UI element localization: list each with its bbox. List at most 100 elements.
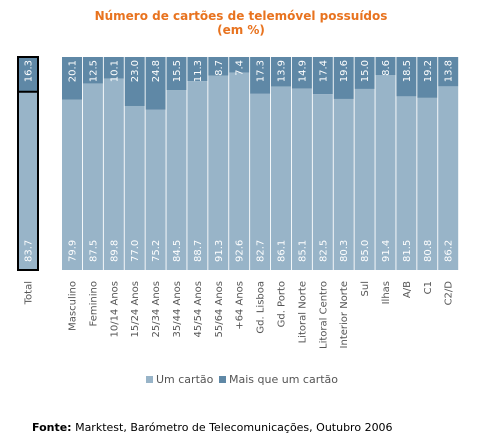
bar-um-cart-o-feminino: [82, 83, 103, 270]
bar-mais-que-um-cart-o-15-24-anos: [124, 57, 145, 106]
category-label-gd-lisboa: Gd. Lisboa: [256, 281, 267, 334]
bar-mais-que-um-cart-o-gd-lisboa: [250, 57, 271, 94]
data-label-um-cart-o-litoral-norte: 85.1: [297, 240, 308, 262]
category-label-gd-porto: Gd. Porto: [277, 281, 288, 327]
data-label-um-cart-o-total: 83.7: [24, 240, 35, 262]
bar-um-cart-o-gd-lisboa: [250, 93, 271, 270]
bar-mais-que-um-cart-o-interior-norte: [333, 57, 354, 99]
data-label-um-cart-o-ilhas: 91.4: [381, 240, 392, 262]
bar-um-cart-o-c2-d: [438, 86, 459, 270]
category-label-feminino: Feminino: [88, 281, 99, 326]
bar-um-cart-o-25-34-anos: [145, 109, 166, 270]
category-label-masculino: Masculino: [68, 281, 79, 331]
bar-um-cart-o-a-b: [396, 96, 417, 270]
bar-mais-que-um-cart-o-litoral-centro: [312, 57, 333, 95]
bar-um-cart-o-ilhas: [375, 75, 396, 271]
data-label-um-cart-o-c2-d: 86.2: [444, 240, 455, 262]
data-label-mais-que-um-cart-o-feminino: 12.5: [88, 60, 99, 82]
data-label-mais-que-um-cart-o-gd-lisboa: 17.3: [256, 60, 267, 82]
data-label-um-cart-o-10-14-anos: 89.8: [109, 240, 120, 262]
bar-um-cart-o-gd-porto: [271, 86, 291, 271]
data-label-um-cart-o-55-64-anos: 91.3: [214, 240, 225, 262]
data-label-um-cart-o-25-34-anos: 75.2: [151, 240, 162, 262]
bar-mais-que-um-cart-o-sul: [354, 57, 375, 89]
data-label-mais-que-um-cart-o-masculino: 20.1: [68, 60, 79, 82]
data-label-mais-que-um-cart-o-total: 16.3: [24, 60, 35, 82]
category-label-c2-d: C2/D: [444, 281, 455, 306]
bar-mais-que-um-cart-o-litoral-norte: [291, 57, 312, 89]
source-footer: Fonte: Marktest, Barómetro de Telecomuni…: [32, 421, 393, 434]
bar-mais-que-um-cart-o-10-14-anos: [103, 57, 124, 79]
bar-mais-que-um-cart-o-masculino: [62, 57, 82, 100]
data-label-um-cart-o-15-24-anos: 77.0: [130, 240, 141, 262]
bar-um-cart-o-10-14-anos: [103, 78, 124, 270]
bar-mais-que-um-cart-o-64-anos: [229, 57, 250, 73]
data-label-mais-que-um-cart-o-litoral-centro: 17.4: [318, 60, 329, 82]
chart-subtitle: (em %): [217, 23, 265, 37]
data-label-mais-que-um-cart-o-c1: 19.2: [423, 60, 434, 82]
bar-mais-que-um-cart-o-25-34-anos: [145, 57, 166, 110]
data-label-um-cart-o-35-44-anos: 84.5: [172, 240, 183, 262]
legend-swatch-mais-que-um-cart-o: [219, 376, 226, 383]
category-label-15-24-anos: 15/24 Anos: [130, 281, 141, 338]
bar-um-cart-o-55-64-anos: [208, 75, 229, 270]
data-label-mais-que-um-cart-o-sul: 15.0: [360, 60, 371, 82]
data-label-mais-que-um-cart-o-45-54-anos: 11.3: [193, 60, 204, 82]
bar-um-cart-o-masculino: [62, 99, 82, 270]
category-label-litoral-norte: Litoral Norte: [297, 281, 308, 343]
legend-label-um-cart-o: Um cartão: [156, 373, 214, 386]
data-label-mais-que-um-cart-o-c2-d: 13.8: [444, 60, 455, 82]
data-label-um-cart-o-litoral-centro: 82.5: [318, 240, 329, 262]
bar-mais-que-um-cart-o-feminino: [82, 57, 103, 84]
bar-um-cart-o-sul: [354, 88, 375, 270]
data-label-mais-que-um-cart-o-interior-norte: 19.6: [339, 60, 350, 82]
bar-mais-que-um-cart-o-c2-d: [438, 57, 459, 87]
source-text: Marktest, Barómetro de Telecomunicações,…: [75, 421, 393, 434]
data-label-um-cart-o-a-b: 81.5: [402, 240, 413, 262]
data-label-mais-que-um-cart-o-35-44-anos: 15.5: [172, 60, 183, 82]
bar-um-cart-o-45-54-anos: [187, 81, 208, 270]
bar-um-cart-o-total: [18, 91, 38, 271]
data-label-mais-que-um-cart-o-a-b: 18.5: [402, 60, 413, 82]
data-label-mais-que-um-cart-o-15-24-anos: 23.0: [130, 60, 141, 82]
data-label-um-cart-o-45-54-anos: 88.7: [193, 240, 204, 262]
bar-um-cart-o-35-44-anos: [166, 90, 187, 270]
data-label-um-cart-o-c1: 80.8: [423, 240, 434, 262]
bar-mais-que-um-cart-o-45-54-anos: [187, 57, 208, 82]
data-label-um-cart-o-masculino: 79.9: [68, 240, 79, 262]
source-label: Fonte:: [32, 421, 72, 434]
bar-mais-que-um-cart-o-gd-porto: [271, 57, 291, 87]
bar-mais-que-um-cart-o-c1: [417, 57, 438, 98]
category-label-55-64-anos: 55/64 Anos: [214, 281, 225, 338]
data-label-um-cart-o-sul: 85.0: [360, 240, 371, 262]
legend-swatch-um-cart-o: [146, 376, 153, 383]
data-label-um-cart-o-feminino: 87.5: [88, 240, 99, 262]
bar-um-cart-o-15-24-anos: [124, 105, 145, 271]
bar-mais-que-um-cart-o-35-44-anos: [166, 57, 187, 91]
category-label-a-b: A/B: [402, 281, 413, 298]
bar-um-cart-o-64-anos: [229, 72, 250, 271]
data-label-um-cart-o-gd-porto: 86.1: [277, 240, 288, 262]
category-label-25-34-anos: 25/34 Anos: [151, 281, 162, 338]
bar-mais-que-um-cart-o-55-64-anos: [208, 57, 229, 76]
bar-um-cart-o-litoral-centro: [312, 94, 333, 271]
chart-title: Número de cartões de telemóvel possuídos: [94, 9, 388, 23]
bar-um-cart-o-c1: [417, 97, 438, 271]
category-label-ilhas: Ilhas: [381, 281, 392, 304]
category-label-64-anos: +64 Anos: [235, 281, 246, 330]
category-label-interior-norte: Interior Norte: [339, 281, 350, 348]
data-label-mais-que-um-cart-o-litoral-norte: 14.9: [297, 60, 308, 82]
data-label-mais-que-um-cart-o-gd-porto: 13.9: [277, 60, 288, 82]
category-label-litoral-centro: Litoral Centro: [318, 281, 329, 349]
data-label-mais-que-um-cart-o-64-anos: 7.4: [235, 60, 246, 76]
category-label-10-14-anos: 10/14 Anos: [109, 281, 120, 338]
data-label-um-cart-o-64-anos: 92.6: [235, 240, 246, 262]
data-label-mais-que-um-cart-o-55-64-anos: 8.7: [214, 60, 225, 76]
data-label-mais-que-um-cart-o-10-14-anos: 10.1: [109, 60, 120, 82]
bar-mais-que-um-cart-o-total: [18, 57, 38, 92]
bar-um-cart-o-interior-norte: [333, 98, 354, 270]
category-label-total: Total: [24, 281, 35, 305]
legend-label-mais-que-um-cart-o: Mais que um cartão: [229, 373, 338, 386]
category-label-c1: C1: [423, 281, 434, 294]
